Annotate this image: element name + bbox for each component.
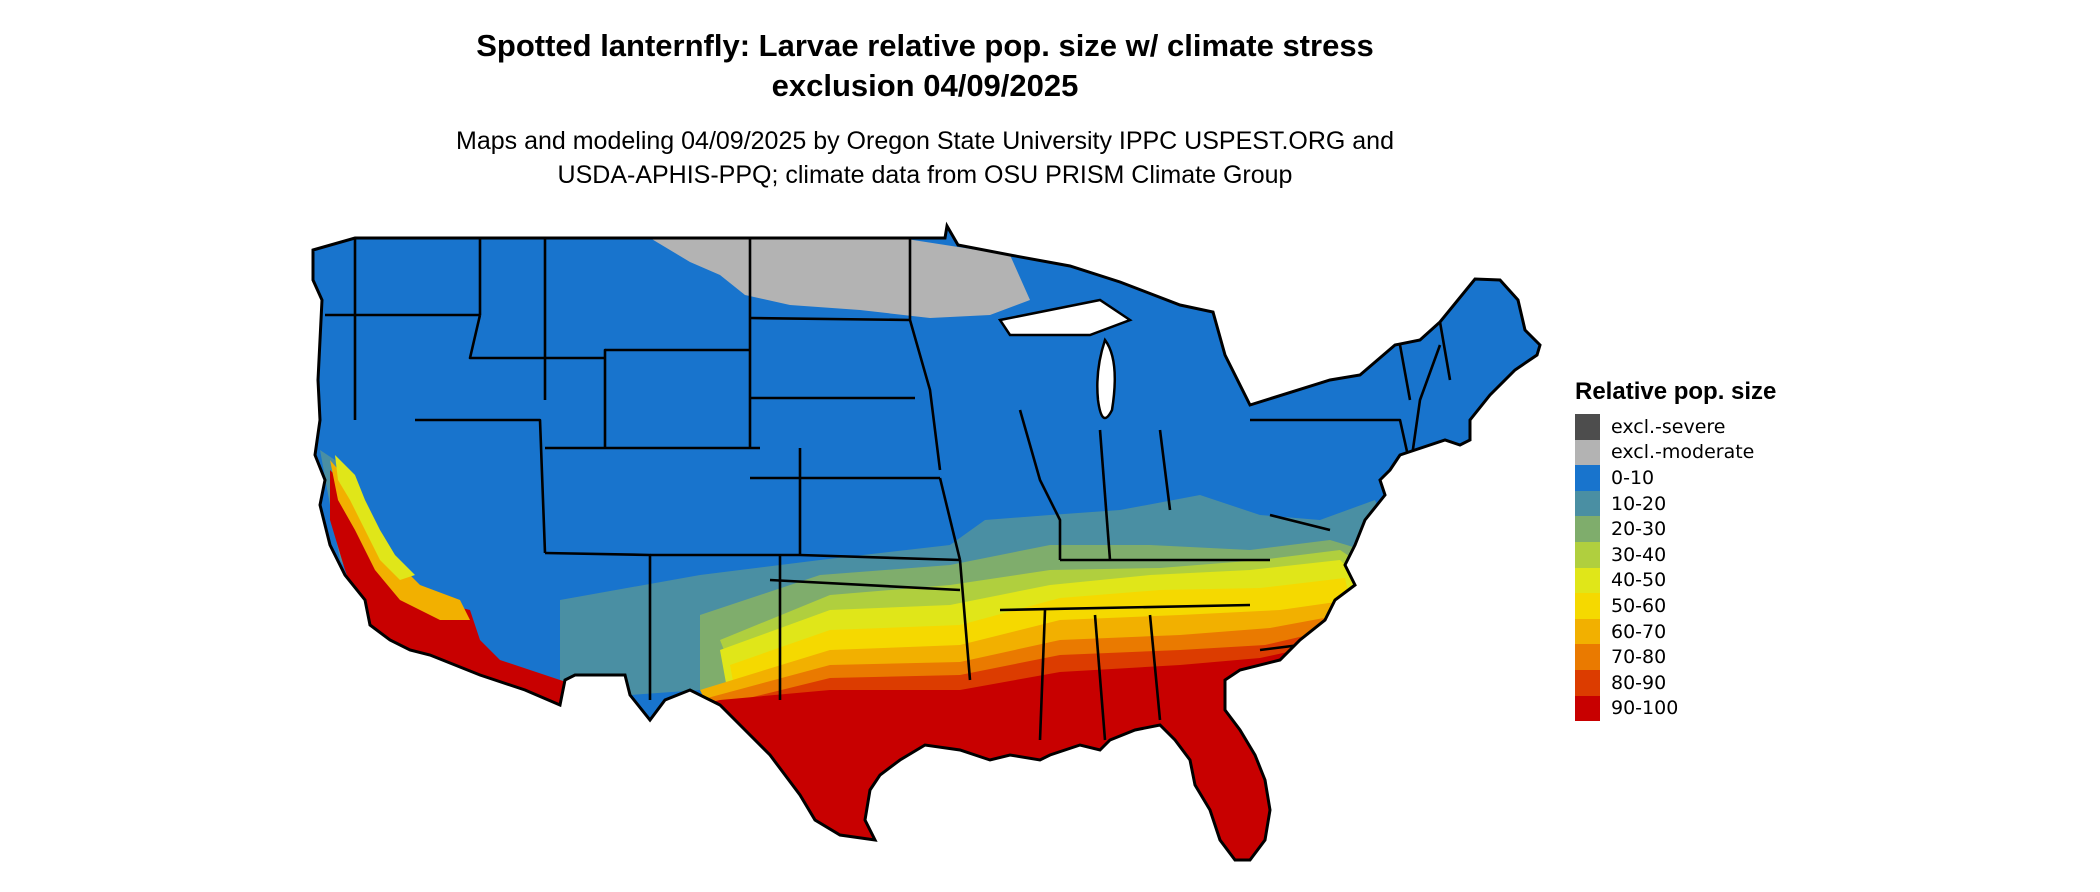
legend-item: 20-30 xyxy=(1575,516,1776,542)
legend-swatch xyxy=(1575,465,1600,491)
state-boundary xyxy=(1038,609,1047,741)
legend-swatch xyxy=(1575,516,1600,542)
legend-swatch xyxy=(1575,490,1600,517)
state-boundary xyxy=(1250,418,1412,466)
legend-label: 10-20 xyxy=(1611,492,1667,515)
legend-label: excl.-severe xyxy=(1611,415,1726,438)
legend-swatch xyxy=(1575,567,1600,594)
lake xyxy=(997,298,1133,337)
legend-label: 60-70 xyxy=(1611,620,1667,643)
legend-item: 70-80 xyxy=(1575,644,1776,670)
legend-label: 0-10 xyxy=(1611,466,1655,489)
state-boundary xyxy=(1148,614,1162,721)
state-boundary xyxy=(1408,344,1442,471)
legend-swatch xyxy=(1575,644,1600,670)
state-boundary xyxy=(415,418,547,554)
legend-swatch xyxy=(1575,414,1600,440)
legend-item: 60-70 xyxy=(1575,618,1776,645)
legend-label: 30-40 xyxy=(1611,543,1667,566)
state-boundary xyxy=(1158,429,1172,511)
legend-item: 30-40 xyxy=(1575,541,1776,568)
lake xyxy=(1096,337,1117,420)
legend-label: 80-90 xyxy=(1611,671,1667,694)
map-subtitle-line-1: Maps and modeling 04/09/2025 by Oregon S… xyxy=(456,127,1394,155)
state-boundary xyxy=(769,578,961,592)
legend-item: 90-100 xyxy=(1575,695,1776,722)
state-boundary xyxy=(468,314,607,448)
state-boundary xyxy=(650,553,961,562)
legend-swatch xyxy=(1575,618,1600,645)
legend-swatch xyxy=(1575,695,1600,722)
zone-60-70-southwest xyxy=(330,460,470,620)
legend-title: Relative pop. size xyxy=(1575,378,1777,405)
state-boundary xyxy=(1438,321,1452,381)
map-subtitle-line-2: USDA-APHIS-PPQ; climate data from OSU PR… xyxy=(557,161,1293,189)
map-title-line-1: Spotted lanternfly: Larvae relative pop.… xyxy=(476,28,1374,63)
map-title: Spotted lanternfly: Larvae relative pop.… xyxy=(0,26,1850,106)
legend: Relative pop. size excl.-severe excl.-mod… xyxy=(1575,378,1777,722)
legend-label: 70-80 xyxy=(1611,646,1667,669)
zone-40-50-southwest xyxy=(335,455,415,580)
state-boundaries xyxy=(325,238,1452,741)
zone-excl-moderate xyxy=(650,238,1030,318)
legend-label: excl.-moderate xyxy=(1611,441,1755,464)
legend-swatch xyxy=(1575,669,1600,696)
legend-swatch xyxy=(1575,541,1600,568)
legend-label: 90-100 xyxy=(1611,697,1679,720)
state-boundary xyxy=(1098,429,1112,561)
legend-label: 20-30 xyxy=(1611,518,1667,541)
state-boundary xyxy=(1269,513,1331,532)
state-boundary xyxy=(1018,409,1062,560)
state-boundary xyxy=(749,316,911,322)
legend-swatch xyxy=(1575,439,1600,466)
legend-item: 50-60 xyxy=(1575,593,1776,619)
legend-item: excl.-severe xyxy=(1575,414,1776,440)
legend-item: 80-90 xyxy=(1575,669,1776,696)
state-boundary xyxy=(999,603,1251,612)
state-boundary xyxy=(958,559,972,681)
map-subtitle: Maps and modeling 04/09/2025 by Oregon S… xyxy=(0,124,1850,192)
state-boundary xyxy=(1398,344,1412,401)
legend-items: excl.-severe excl.-moderate 0-10 10-20 20-30… xyxy=(1575,414,1776,722)
legend-item: 0-10 xyxy=(1575,465,1776,491)
legend-item: excl.-moderate xyxy=(1575,439,1776,466)
state-boundary xyxy=(908,238,942,471)
legend-label: 40-50 xyxy=(1611,569,1667,592)
legend-item: 10-20 xyxy=(1575,490,1776,517)
state-boundary xyxy=(938,477,962,561)
legend-swatch xyxy=(1575,593,1600,619)
map-title-line-2: exclusion 04/09/2025 xyxy=(771,68,1079,103)
legend-label: 50-60 xyxy=(1611,594,1667,617)
legend-item: 40-50 xyxy=(1575,567,1776,594)
state-boundary xyxy=(1093,614,1107,741)
